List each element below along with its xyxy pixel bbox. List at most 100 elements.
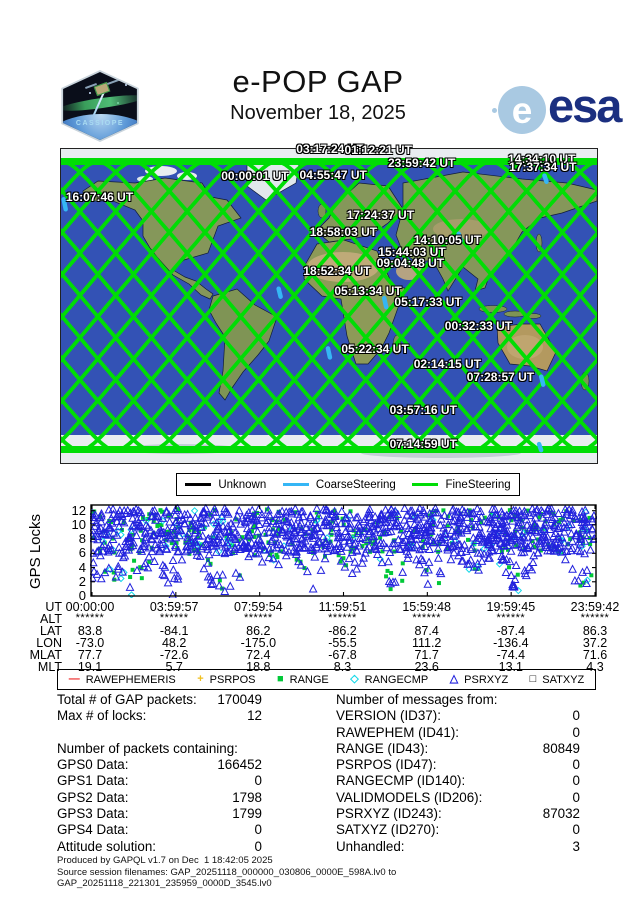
axis-tick-value: 72.4 <box>246 647 271 662</box>
map-time-label: 17:37:34 UT <box>509 160 577 175</box>
stat-value: 0 <box>254 822 262 838</box>
marker-legend-label: PSRPOS <box>209 673 256 686</box>
map-time-label: 00:00:01 UT <box>221 169 289 184</box>
stat-label: GPS2 Data: <box>57 789 129 805</box>
stat-value: 0 <box>572 789 580 805</box>
legend-item-unknown: Unknown <box>185 479 266 491</box>
footer: Produced by GAPQL v1.7 on Dec 1 18:42:05… <box>57 855 617 890</box>
legend-item-coarsesteering: CoarseSteering <box>282 478 396 491</box>
axis-tick-value: 07:59:54 <box>233 600 283 614</box>
patch-label: CASSIOPE <box>75 120 125 127</box>
square-filled-marker-icon: ■ <box>276 673 284 685</box>
axis-tick-value: 111.2 <box>411 635 442 650</box>
axis-tick-value: -84.1 <box>159 623 189 638</box>
axis-tick-value: -72.6 <box>159 647 189 662</box>
axis-tick-value: ****** <box>75 611 105 624</box>
map-time-label: 03:57:16 UT <box>389 403 457 418</box>
stat-value: 0 <box>572 773 580 789</box>
ground-track-map: 03:17:24 UT 01:12:21 UT 23:59:42 UT 14:34:1… <box>60 142 598 464</box>
coarse-steering-segment <box>381 295 389 310</box>
map-time-label: 14:10:05 UT <box>413 233 482 248</box>
axis-tick-value: 71.6 <box>582 647 608 662</box>
stat-row: GPS3 Data: 1799 <box>57 806 262 822</box>
stat-row: GPS2 Data: 1798 <box>57 790 262 806</box>
axis-tick-value: ****** <box>159 611 189 624</box>
world-map-svg <box>61 149 597 463</box>
stat-label <box>57 725 262 741</box>
orbit-track <box>319 159 597 319</box>
stat-value: 1798 <box>232 789 262 805</box>
axis-row-label: LON <box>36 635 62 650</box>
orbit-track <box>212 159 597 442</box>
axis-row-label: MLT <box>37 659 62 674</box>
map-time-label: 05:22:34 UT <box>341 341 409 356</box>
coarse-steering-segment <box>539 374 546 387</box>
stat-label: Number of messages from: <box>336 692 498 707</box>
stat-label: Attitude solution: <box>57 838 157 854</box>
marker-legend: — RAWEPHEMERIS + PSRPOS ■ RANGE ◇ RANGECMP △ PSRX… <box>57 669 596 690</box>
y-tick-label: 8 <box>78 531 86 547</box>
axis-row-mlt: MLT 19.1 5.7 18.8 8.3 23.6 13.1 4.3 <box>0 659 636 674</box>
marker-legend-item-satxyz: □ SATXYZ <box>530 674 585 686</box>
plus-marker-icon: + <box>197 673 204 685</box>
stat-row: VERSION (ID37): 0 <box>336 708 580 724</box>
stat-label: SATXYZ (ID270): <box>336 822 440 838</box>
axis-tick-value: -87.4 <box>496 623 526 638</box>
map-time-label: 17:24:37 UT <box>346 208 415 223</box>
stat-label: Number of packets containing: <box>57 740 238 756</box>
star-icon <box>125 84 127 86</box>
orbit-track <box>61 304 252 453</box>
axis-tick-value: ****** <box>580 611 610 624</box>
orbit-track <box>61 159 502 453</box>
axis-row-ut: UT 00:00:00 03:59:57 07:59:54 11:59:51 15:59:… <box>0 600 636 614</box>
coarse-steering-segment <box>542 173 549 184</box>
orbit-track <box>61 186 430 453</box>
orbit-track <box>61 270 359 453</box>
arabia <box>396 262 422 280</box>
esa-globe-letter: e <box>511 90 533 131</box>
axis-tick-value: ****** <box>243 611 273 624</box>
legend-label: Unknown <box>218 478 267 491</box>
axis-tick-value: 13.1 <box>498 659 523 674</box>
finesteering-line-swatch <box>412 483 439 486</box>
map-time-label: 00:32:33 UT <box>444 318 513 333</box>
orbit-track <box>283 159 597 361</box>
page-date: November 18, 2025 <box>230 102 406 124</box>
axis-row-label: UT <box>45 600 62 614</box>
y-tick-label: 12 <box>71 502 86 518</box>
map-time-label: 03:17:24 UT <box>296 142 364 157</box>
stat-row: GPS4 Data: 0 <box>57 822 262 838</box>
square-open-marker-icon: □ <box>529 673 537 685</box>
stat-label: GPS1 Data: <box>57 773 129 789</box>
map-time-label: 05:13:34 UT <box>334 284 402 299</box>
footer-source-files-1: Source session filenames: GAP_20251118_0… <box>57 866 397 878</box>
y-tick-label: 10 <box>71 516 86 532</box>
stat-row: RANGECMP (ID140): 0 <box>336 773 580 789</box>
axis-tick-value: 71.7 <box>414 647 439 662</box>
axis-tick-value: 87.4 <box>414 623 439 638</box>
marker-legend-item-rangecmp: ◇ RANGECMP <box>350 674 428 686</box>
stat-label: GPS3 Data: <box>57 806 129 822</box>
esa-logo: e esa <box>492 79 622 136</box>
axis-tick-value: ****** <box>328 611 357 624</box>
stat-label: VERSION (ID37): <box>336 708 441 724</box>
stat-label: GPS4 Data: <box>57 822 129 838</box>
stat-label: Unhandled: <box>336 838 405 854</box>
stats-right-column: Number of messages from: VERSION (ID37): 0… <box>336 692 580 855</box>
legend-label: CoarseSteering <box>315 478 396 491</box>
map-time-label: 07:14:59 UT <box>389 436 457 451</box>
stat-row: PSRXYZ (ID243): 87032 <box>336 806 580 822</box>
dash-marker-icon: — <box>68 673 80 685</box>
footer-source-files-2: GAP_20251118_221301_235959_0000D_3545.lv… <box>57 878 272 889</box>
stat-row: VALIDMODELS (ID206): 0 <box>336 790 580 806</box>
coarsesteering-line-swatch <box>282 483 309 486</box>
axis-tick-value: 03:59:57 <box>149 600 199 614</box>
map-time-label: 18:52:34 UT <box>303 263 371 278</box>
map-time-label: 18:58:03 UT <box>309 224 378 239</box>
axis-row-alt: ALT ****** ****** ****** ****** ****** ****** *… <box>0 611 636 626</box>
stat-label: VALIDMODELS (ID206): <box>336 789 483 805</box>
map-time-label: 01:12:21 UT <box>344 143 412 158</box>
axis-tick-value: 19:59:45 <box>486 600 536 614</box>
axis-row-label: ALT <box>40 611 62 626</box>
marker-legend-item-psrxyz: △ PSRXYZ <box>450 674 508 686</box>
